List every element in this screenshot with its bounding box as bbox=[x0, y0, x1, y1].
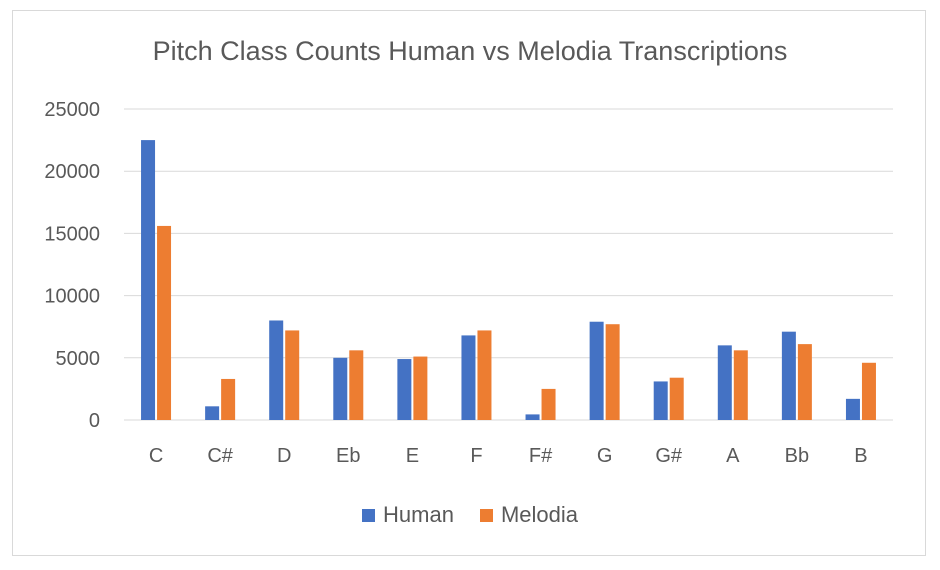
y-tick-label: 10000 bbox=[44, 286, 100, 308]
y-tick-label: 15000 bbox=[44, 223, 100, 245]
x-tick-label: C bbox=[149, 445, 163, 467]
bar-melodia-f bbox=[477, 330, 492, 420]
x-tick-labels: C C# D Eb E F F# G G# A Bb B bbox=[149, 445, 868, 467]
x-tick-label: E bbox=[406, 445, 419, 467]
legend-swatch-melodia bbox=[479, 508, 493, 522]
bar-human-a bbox=[717, 345, 732, 420]
bar-human-c bbox=[141, 140, 156, 420]
bar-human-csharp bbox=[205, 406, 220, 420]
bar-human-bb bbox=[781, 331, 796, 420]
x-tick-label: G bbox=[597, 445, 613, 467]
x-tick-label: F# bbox=[529, 445, 553, 467]
bar-melodia-e bbox=[413, 356, 428, 420]
bars bbox=[141, 140, 876, 420]
x-tick-label: Bb bbox=[785, 445, 809, 467]
bar-human-gsharp bbox=[653, 381, 668, 420]
bar-melodia-g bbox=[605, 324, 620, 420]
bar-melodia-fsharp bbox=[541, 388, 556, 420]
x-tick-label: D bbox=[277, 445, 291, 467]
bar-melodia-a bbox=[733, 350, 748, 420]
x-tick-label: A bbox=[726, 445, 740, 467]
bar-human-f bbox=[461, 335, 476, 420]
bar-melodia-d bbox=[285, 330, 300, 420]
x-tick-label: B bbox=[854, 445, 867, 467]
y-tick-label: 0 bbox=[89, 410, 100, 432]
x-tick-label: F bbox=[470, 445, 482, 467]
legend-swatch-human bbox=[362, 508, 376, 522]
legend-item-melodia: Melodia bbox=[479, 502, 578, 528]
bar-melodia-b bbox=[861, 362, 876, 420]
x-tick-label: Eb bbox=[336, 445, 360, 467]
legend-item-human: Human bbox=[362, 502, 454, 528]
bar-human-fsharp bbox=[525, 414, 540, 420]
bar-human-g bbox=[589, 321, 604, 420]
legend-label-human: Human bbox=[383, 502, 454, 527]
bar-human-d bbox=[269, 320, 284, 420]
y-tick-label: 20000 bbox=[44, 161, 100, 183]
bar-melodia-bb bbox=[797, 344, 812, 420]
legend-label-melodia: Melodia bbox=[500, 502, 578, 527]
bar-human-e bbox=[397, 359, 412, 420]
chart-title: Pitch Class Counts Human vs Melodia Tran… bbox=[152, 36, 788, 66]
y-tick-label: 25000 bbox=[44, 99, 100, 121]
bar-human-b bbox=[845, 398, 860, 420]
legend: Human Melodia bbox=[0, 502, 940, 528]
bar-melodia-eb bbox=[349, 350, 364, 420]
x-tick-label: C# bbox=[207, 445, 233, 467]
y-tick-labels: 0 5000 10000 15000 20000 25000 bbox=[44, 99, 100, 432]
bar-melodia-c bbox=[157, 225, 172, 420]
gridlines bbox=[124, 108, 893, 359]
bar-melodia-gsharp bbox=[669, 377, 684, 420]
bar-human-eb bbox=[333, 357, 348, 420]
bar-melodia-csharp bbox=[221, 378, 236, 420]
y-tick-label: 5000 bbox=[56, 348, 101, 370]
x-tick-label: G# bbox=[655, 445, 683, 467]
